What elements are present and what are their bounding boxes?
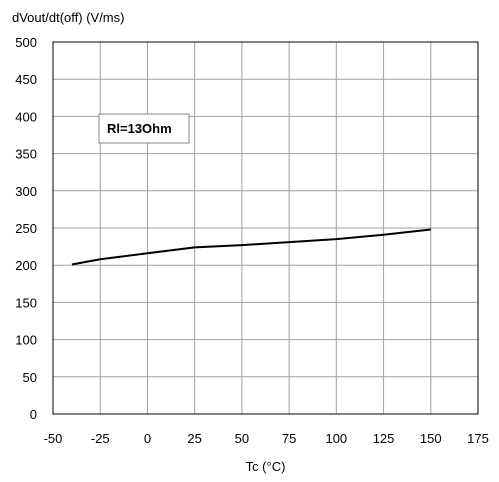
plot-frame [52,41,479,415]
x-axis-label: Tc (°C) [246,459,286,474]
y-tick-label: 500 [15,35,37,50]
y-tick-labels: 0 50 100 150 200 250 300 350 400 450 500 [15,35,37,422]
x-tick-label: 0 [144,431,151,446]
x-tick-label: 125 [373,431,395,446]
x-tick-label: 50 [235,431,249,446]
y-tick-label: 250 [15,221,37,236]
y-tick-label: 150 [15,295,37,310]
grid [52,41,479,415]
x-tick-label: 25 [187,431,201,446]
y-tick-label: 350 [15,147,37,162]
y-tick-label: 300 [15,184,37,199]
series-layer [71,228,431,266]
y-tick-label: 450 [15,72,37,87]
y-tick-label: 50 [23,370,37,385]
x-tick-labels: -50 -25 0 25 50 75 100 125 150 175 [44,431,489,446]
series-line [71,228,431,266]
x-tick-label: 100 [325,431,347,446]
x-tick-label: 175 [467,431,489,446]
y-tick-label: 0 [30,407,37,422]
x-tick-label: 150 [420,431,442,446]
annotation-box [98,113,190,144]
y-axis-label: dVout/dt(off) (V/ms) [12,10,124,25]
y-tick-label: 400 [15,109,37,124]
x-tick-label: 75 [282,431,296,446]
annotation-label: Rl=13Ohm [107,121,172,136]
x-tick-label: -25 [91,431,110,446]
y-tick-label: 200 [15,258,37,273]
y-tick-label: 100 [15,333,37,348]
x-tick-label: -50 [44,431,63,446]
